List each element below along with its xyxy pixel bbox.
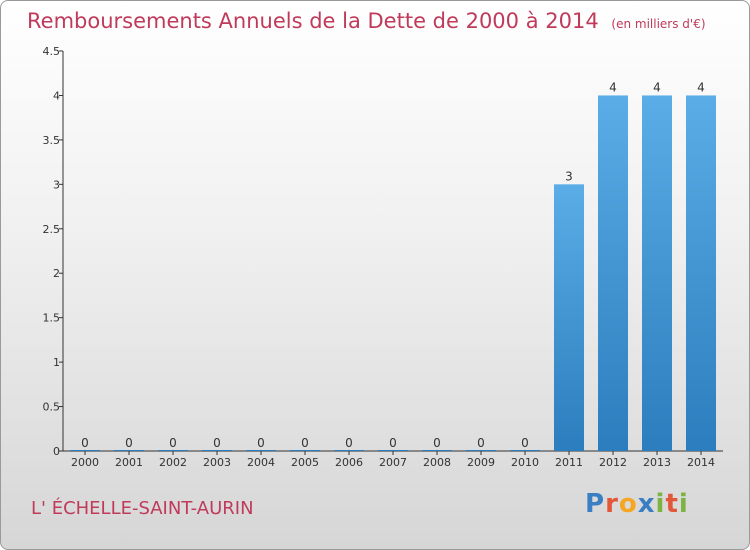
x-tick-label: 2011	[555, 456, 583, 469]
data-label: 4	[697, 80, 705, 94]
data-label: 0	[257, 436, 265, 450]
commune-name: L' ÉCHELLE-SAINT-AURIN	[31, 498, 254, 519]
logo-letter: t	[665, 489, 679, 519]
x-tick-label: 2010	[511, 456, 539, 469]
logo-letter: x	[637, 489, 656, 519]
data-label: 0	[81, 436, 89, 450]
title-unit: (en milliers d'€)	[611, 17, 706, 31]
y-tick-label: 1	[53, 356, 60, 369]
bar	[158, 450, 188, 451]
bar	[422, 450, 452, 451]
y-tick-label: 0.5	[43, 401, 61, 414]
bar	[290, 450, 320, 451]
data-label: 3	[565, 169, 573, 183]
bar	[202, 450, 232, 451]
bar	[378, 450, 408, 451]
chart-title: Remboursements Annuels de la Dette de 20…	[27, 9, 706, 33]
x-tick-label: 2002	[159, 456, 187, 469]
bar	[70, 450, 100, 451]
title-text: Remboursements Annuels de la Dette de 20…	[27, 9, 599, 33]
x-tick-label: 2004	[247, 456, 275, 469]
data-label: 0	[521, 436, 529, 450]
x-tick-label: 2009	[467, 456, 495, 469]
y-tick-label: 0	[53, 445, 60, 458]
bar	[554, 184, 584, 452]
y-tick-label: 4.5	[43, 45, 61, 58]
x-tick-label: 2003	[203, 456, 231, 469]
x-tick-label: 2005	[291, 456, 319, 469]
data-label: 0	[345, 436, 353, 450]
data-label: 0	[477, 436, 485, 450]
bar	[246, 450, 276, 451]
data-label: 0	[433, 436, 441, 450]
y-tick-label: 1.5	[43, 312, 61, 325]
x-tick-label: 2008	[423, 456, 451, 469]
y-tick-label: 2	[53, 267, 60, 280]
y-tick-label: 2.5	[43, 223, 61, 236]
x-tick-label: 2012	[599, 456, 627, 469]
logo-letter: r	[605, 489, 619, 519]
data-label: 0	[301, 436, 309, 450]
bar	[114, 450, 144, 451]
data-label: 0	[389, 436, 397, 450]
data-label: 0	[125, 436, 133, 450]
data-label: 4	[609, 80, 617, 94]
proxiti-logo: Proxiti	[585, 489, 689, 519]
logo-letter: o	[618, 489, 638, 519]
y-tick-label: 3.5	[43, 134, 61, 147]
data-label: 4	[653, 80, 661, 94]
bar	[598, 95, 628, 451]
x-tick-label: 2006	[335, 456, 363, 469]
y-tick-label: 4	[53, 89, 60, 102]
logo-letter: i	[678, 489, 689, 519]
bar	[686, 95, 716, 451]
logo-letter: i	[655, 489, 666, 519]
x-tick-label: 2013	[643, 456, 671, 469]
x-tick-label: 2001	[115, 456, 143, 469]
data-label: 0	[169, 436, 177, 450]
bar	[510, 450, 540, 451]
bar	[642, 95, 672, 451]
x-tick-label: 2014	[687, 456, 715, 469]
x-tick-label: 2007	[379, 456, 407, 469]
bar	[466, 450, 496, 451]
logo-letter: P	[585, 489, 606, 519]
data-label: 0	[213, 436, 221, 450]
bar	[334, 450, 364, 451]
x-tick-label: 2000	[71, 456, 99, 469]
y-tick-label: 3	[53, 178, 60, 191]
